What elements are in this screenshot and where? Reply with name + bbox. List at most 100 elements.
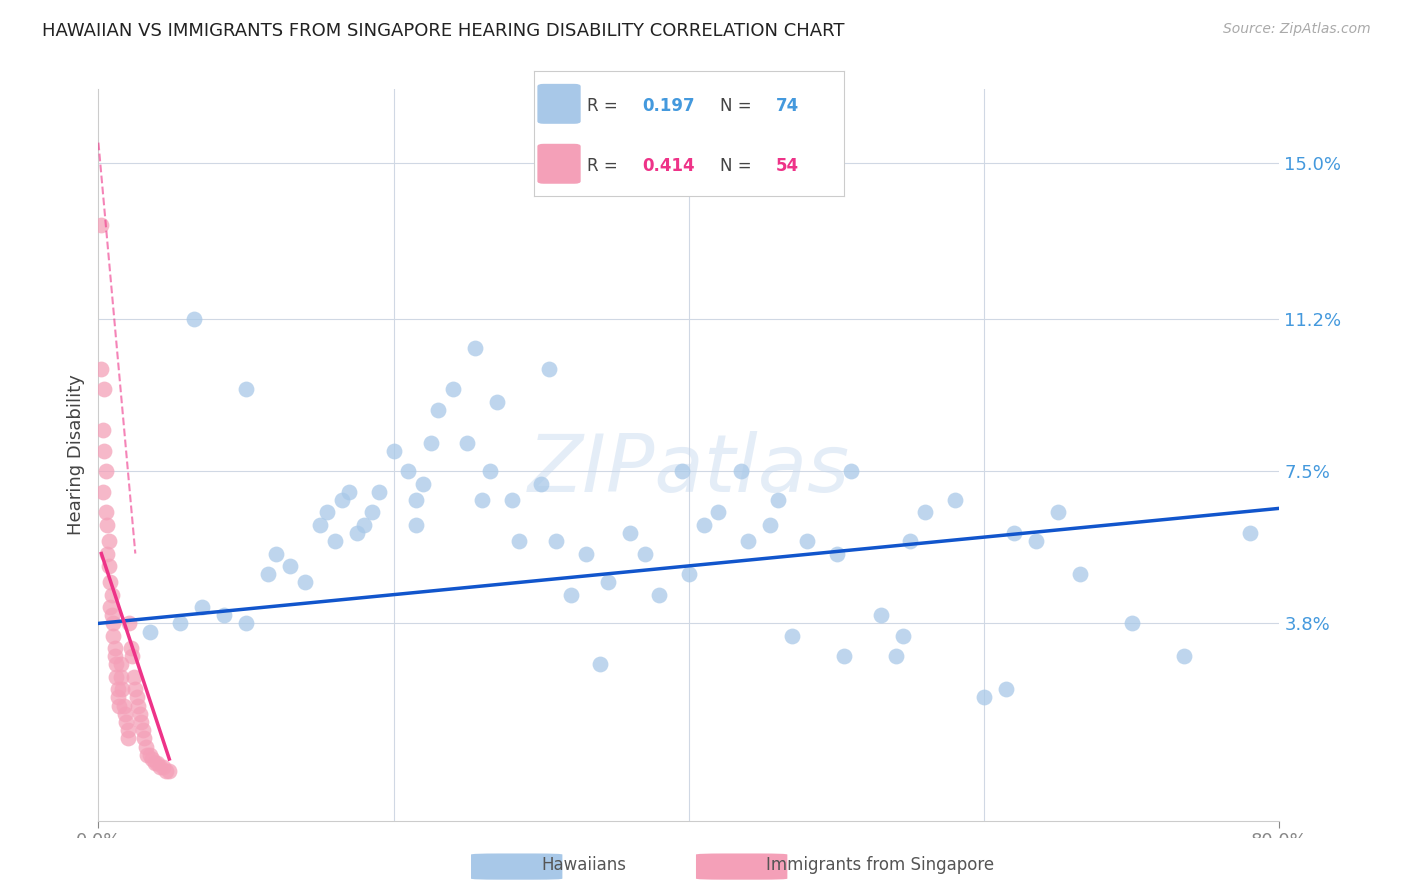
FancyBboxPatch shape	[471, 854, 562, 880]
Point	[546, 534, 568, 549]
Text: N =: N =	[720, 157, 756, 175]
Point	[120, 641, 142, 656]
Point	[117, 723, 139, 738]
Point	[104, 641, 127, 656]
Point	[575, 547, 598, 561]
Point	[100, 588, 122, 602]
Point	[124, 682, 146, 697]
Point	[96, 517, 118, 532]
FancyBboxPatch shape	[537, 144, 581, 184]
Point	[183, 312, 205, 326]
Point	[98, 599, 121, 614]
Point	[419, 435, 441, 450]
Point	[323, 534, 346, 549]
Point	[132, 723, 155, 738]
Point	[943, 493, 966, 508]
Text: Immigrants from Singapore: Immigrants from Singapore	[766, 856, 994, 874]
Point	[1025, 534, 1047, 549]
Point	[464, 341, 486, 355]
Point	[353, 517, 375, 532]
Point	[796, 534, 818, 549]
Point	[309, 517, 332, 532]
Point	[152, 760, 174, 774]
Point	[478, 464, 501, 478]
Point	[264, 547, 287, 561]
Point	[107, 682, 129, 697]
Point	[191, 599, 214, 614]
Point	[157, 764, 180, 779]
Point	[759, 517, 782, 532]
Point	[139, 747, 162, 762]
Point	[360, 505, 382, 519]
Point	[398, 464, 420, 478]
Point	[105, 657, 128, 672]
Point	[870, 608, 893, 623]
Point	[1002, 526, 1025, 541]
Point	[212, 608, 235, 623]
Point	[125, 690, 148, 705]
Point	[104, 649, 127, 664]
Point	[90, 218, 112, 232]
Text: HAWAIIAN VS IMMIGRANTS FROM SINGAPORE HEARING DISABILITY CORRELATION CHART: HAWAIIAN VS IMMIGRANTS FROM SINGAPORE HE…	[42, 22, 845, 40]
Text: ZIPatlas: ZIPatlas	[527, 431, 851, 508]
Point	[91, 423, 114, 437]
Point	[90, 361, 112, 376]
Point	[115, 714, 138, 729]
Point	[648, 588, 671, 602]
Point	[107, 690, 129, 705]
Text: 0.197: 0.197	[643, 97, 695, 115]
Text: N =: N =	[720, 97, 756, 115]
Point	[98, 575, 121, 590]
Point	[560, 588, 582, 602]
Point	[368, 484, 391, 499]
Point	[678, 567, 700, 582]
Point	[832, 649, 855, 664]
Point	[782, 629, 804, 643]
Point	[136, 747, 159, 762]
Point	[129, 714, 152, 729]
Point	[737, 534, 759, 549]
Point	[316, 505, 339, 519]
Point	[146, 756, 169, 771]
Point	[135, 739, 157, 754]
Point	[900, 534, 922, 549]
Point	[596, 575, 619, 590]
Point	[730, 464, 752, 478]
Point	[105, 670, 128, 684]
Point	[108, 698, 131, 713]
Point	[508, 534, 530, 549]
Point	[103, 629, 125, 643]
Point	[149, 760, 172, 774]
Point	[97, 558, 120, 573]
Point	[294, 575, 316, 590]
Text: 54: 54	[776, 157, 799, 175]
Point	[122, 670, 145, 684]
Point	[155, 764, 177, 779]
Point	[995, 682, 1018, 697]
Point	[110, 670, 132, 684]
Point	[841, 464, 863, 478]
Point	[96, 547, 118, 561]
Point	[501, 493, 523, 508]
Point	[382, 443, 405, 458]
Point	[143, 756, 166, 771]
Text: R =: R =	[586, 157, 623, 175]
Point	[589, 657, 612, 672]
Point	[257, 567, 280, 582]
Point	[111, 682, 134, 697]
Point	[280, 558, 302, 573]
Point	[110, 657, 132, 672]
Point	[427, 402, 450, 417]
Point	[94, 505, 117, 519]
Point	[1239, 526, 1261, 541]
Text: Hawaiians: Hawaiians	[541, 856, 626, 874]
Point	[884, 649, 907, 664]
Point	[486, 394, 509, 409]
Point	[94, 464, 117, 478]
Point	[235, 382, 257, 396]
Point	[91, 484, 114, 499]
Point	[671, 464, 693, 478]
Point	[891, 629, 914, 643]
Point	[530, 476, 553, 491]
Point	[141, 752, 163, 766]
